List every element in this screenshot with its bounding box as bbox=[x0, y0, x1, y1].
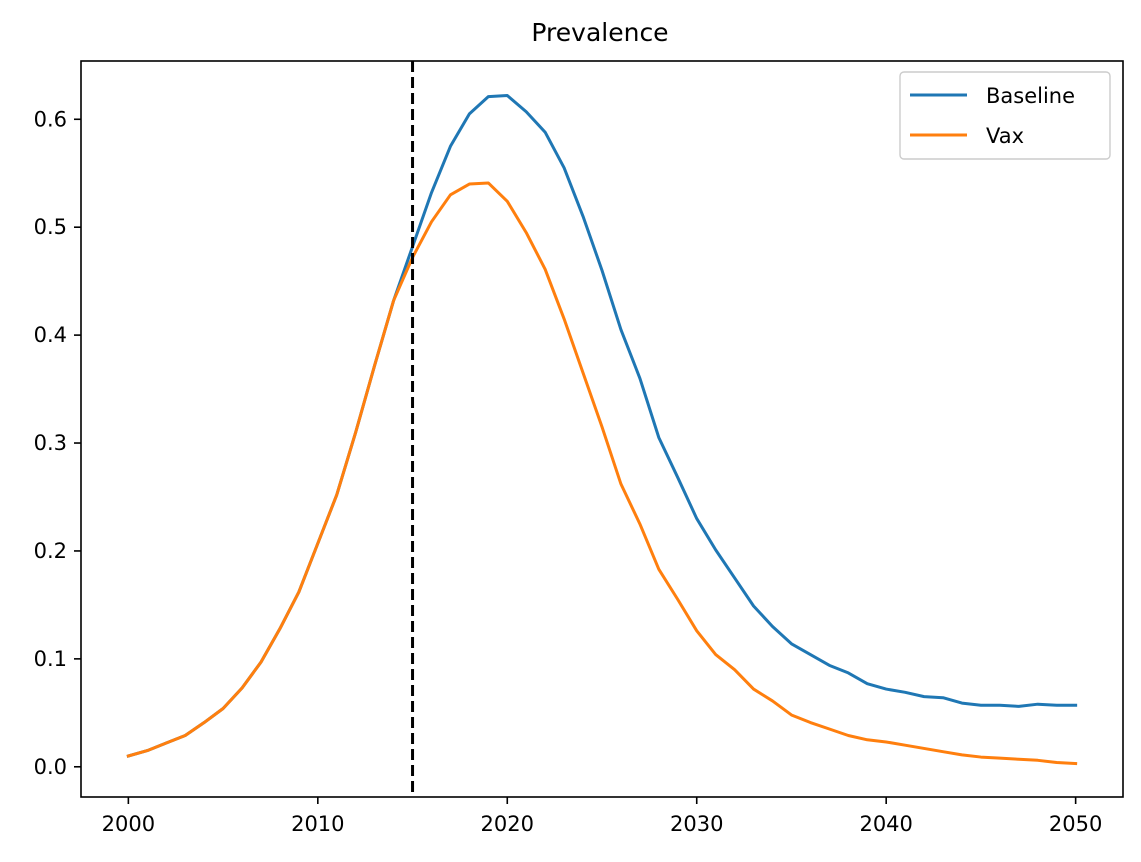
x-tick-label: 2000 bbox=[102, 812, 155, 836]
x-tick-label: 2030 bbox=[670, 812, 723, 836]
y-tick-label: 0.5 bbox=[34, 215, 67, 239]
legend-label-vax: Vax bbox=[986, 124, 1024, 148]
y-tick-label: 0.3 bbox=[34, 431, 67, 455]
x-tick-label: 2010 bbox=[291, 812, 344, 836]
plot-frame bbox=[80, 60, 1124, 798]
legend-label-baseline: Baseline bbox=[986, 84, 1075, 108]
y-tick-label: 0.1 bbox=[34, 647, 67, 671]
chart-title: Prevalence bbox=[531, 18, 668, 47]
y-tick-label: 0.2 bbox=[34, 539, 67, 563]
y-tick-label: 0.0 bbox=[34, 755, 67, 779]
series-line-vax bbox=[126, 181, 1078, 766]
x-tick-label: 2050 bbox=[1049, 812, 1102, 836]
x-tick-label: 2040 bbox=[859, 812, 912, 836]
legend: Baseline Vax bbox=[899, 71, 1111, 160]
y-tick-label: 0.6 bbox=[34, 107, 67, 131]
x-tick-label: 2020 bbox=[481, 812, 534, 836]
y-tick-label: 0.4 bbox=[34, 323, 67, 347]
